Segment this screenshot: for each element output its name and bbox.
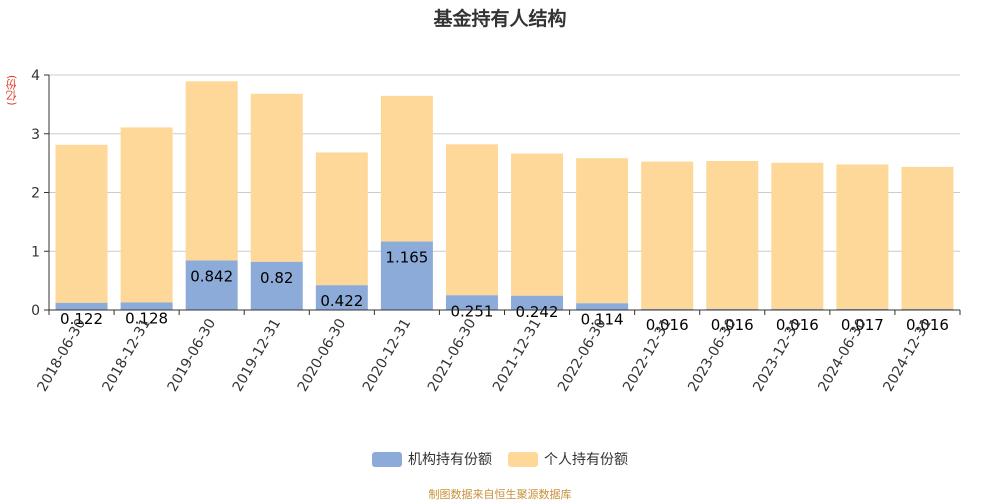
chart-title: 基金持有人结构 <box>433 8 567 30</box>
bar-individual-1 <box>120 127 173 303</box>
bar-individual-13 <box>901 166 954 310</box>
legend-item-individual[interactable]: 个人持有份额 <box>508 449 628 469</box>
data-label-institutional-13: 0.016 <box>906 316 949 334</box>
legend-item-institutional[interactable]: 机构持有份额 <box>372 449 492 469</box>
bar-individual-5 <box>380 95 433 242</box>
data-label-institutional-12: 0.017 <box>841 316 884 334</box>
data-label-institutional-3: 0.82 <box>260 269 293 287</box>
bar-individual-12 <box>836 164 889 310</box>
legend: 机构持有份额 个人持有份额 <box>0 449 1000 469</box>
bar-institutional-4 <box>315 285 368 310</box>
bar-individual-3 <box>250 93 303 262</box>
data-label-institutional-1: 0.128 <box>125 309 168 327</box>
bar-individual-8 <box>576 158 629 304</box>
bar-institutional-2 <box>185 260 238 310</box>
data-label-institutional-0: 0.122 <box>60 310 103 328</box>
data-source-note: 制图数据来自恒生聚源数据库 <box>428 488 572 501</box>
legend-swatch-institutional <box>372 451 402 467</box>
data-label-institutional-11: 0.016 <box>776 316 819 334</box>
data-label-institutional-10: 0.016 <box>711 316 754 334</box>
bar-individual-11 <box>771 162 824 310</box>
x-tick-label-2: 2019-06-30 <box>165 316 220 394</box>
bar-institutional-8 <box>576 303 629 310</box>
y-tick-label-1: 1 <box>31 244 40 260</box>
bar-institutional-5 <box>380 241 433 310</box>
bar-individual-0 <box>55 144 108 303</box>
y-tick-label-0: 0 <box>31 303 40 319</box>
stacked-bar-chart: 0 1 2 3 4 0.122 0.128 0.842 0.82 0.422 1.165 0.251 0… <box>31 68 961 394</box>
bar-individual-4 <box>315 152 368 286</box>
legend-label-institutional: 机构持有份额 <box>408 452 492 468</box>
x-tick-label-5: 2020-12-31 <box>360 316 415 394</box>
bar-institutional-3 <box>250 261 303 310</box>
x-tick-label-6: 2021-06-30 <box>425 316 480 394</box>
y-tick-label-3: 3 <box>31 127 40 143</box>
data-label-institutional-6: 0.251 <box>450 302 493 320</box>
x-tick-label-1: 2018-12-31 <box>100 316 155 394</box>
data-label-institutional-2: 0.842 <box>190 268 233 286</box>
bar-individual-6 <box>445 144 498 296</box>
legend-swatch-individual <box>508 451 538 467</box>
bar-institutional-1 <box>120 302 173 310</box>
x-tick-label-7: 2021-12-31 <box>490 316 545 394</box>
bar-individual-9 <box>641 161 694 310</box>
bar-institutional-7 <box>511 295 564 310</box>
bar-institutional-0 <box>55 302 108 310</box>
bar-institutional-6 <box>445 295 498 310</box>
y-tick-label-4: 4 <box>31 68 40 84</box>
bar-individual-10 <box>706 161 759 310</box>
x-tick-label-4: 2020-06-30 <box>295 316 350 394</box>
data-label-institutional-8: 0.114 <box>581 310 624 328</box>
data-label-institutional-9: 0.016 <box>646 316 689 334</box>
legend-label-individual: 个人持有份额 <box>544 452 628 468</box>
data-label-institutional-7: 0.242 <box>516 303 559 321</box>
data-label-institutional-4: 0.422 <box>320 292 363 310</box>
y-tick-label-2: 2 <box>31 186 40 202</box>
bar-individual-7 <box>511 153 564 296</box>
data-label-institutional-5: 1.165 <box>385 249 428 267</box>
x-tick-label-3: 2019-12-31 <box>230 316 285 394</box>
bar-individual-2 <box>185 81 238 261</box>
